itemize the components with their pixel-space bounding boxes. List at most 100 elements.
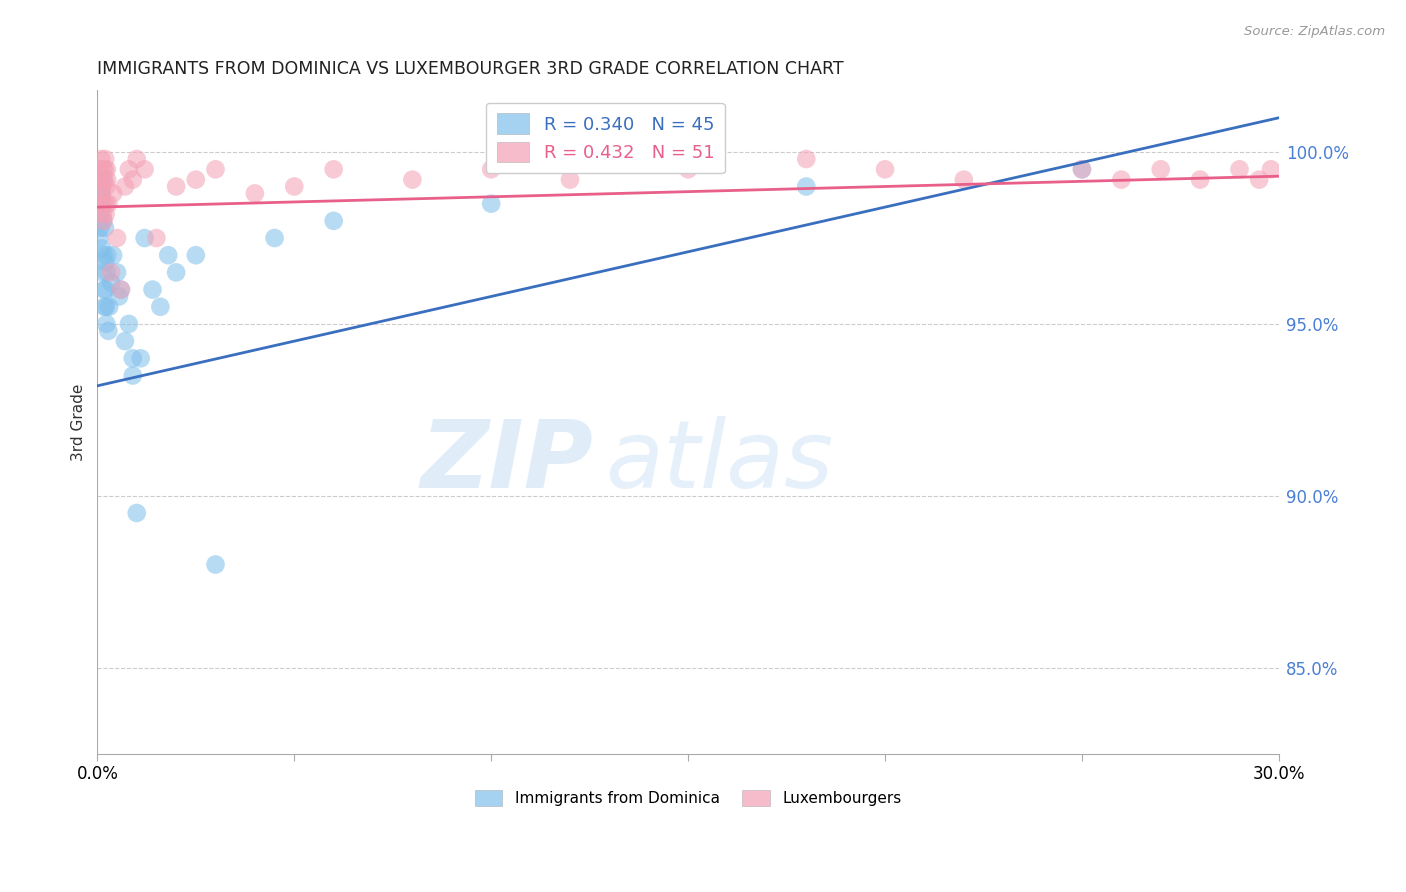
- Immigrants from Dominica: [91, 214, 114, 228]
- Immigrants from Dominica: [149, 300, 172, 314]
- Immigrants from Dominica: [94, 255, 117, 269]
- Immigrants from Dominica: [157, 248, 180, 262]
- Immigrants from Dominica: [184, 248, 207, 262]
- Immigrants from Dominica: [100, 276, 122, 290]
- Immigrants from Dominica: [121, 368, 143, 383]
- Luxembourgers: [90, 152, 112, 166]
- Immigrants from Dominica: [322, 214, 344, 228]
- Luxembourgers: [100, 265, 122, 279]
- Luxembourgers: [204, 162, 226, 177]
- Luxembourgers: [91, 196, 114, 211]
- Immigrants from Dominica: [91, 172, 114, 186]
- Immigrants from Dominica: [89, 231, 111, 245]
- Luxembourgers: [125, 152, 148, 166]
- Immigrants from Dominica: [93, 300, 115, 314]
- Text: IMMIGRANTS FROM DOMINICA VS LUXEMBOURGER 3RD GRADE CORRELATION CHART: IMMIGRANTS FROM DOMINICA VS LUXEMBOURGER…: [97, 60, 844, 78]
- Luxembourgers: [97, 196, 120, 211]
- Immigrants from Dominica: [110, 283, 132, 297]
- Luxembourgers: [479, 162, 502, 177]
- Luxembourgers: [322, 162, 344, 177]
- Luxembourgers: [1249, 172, 1271, 186]
- Luxembourgers: [114, 179, 136, 194]
- Immigrants from Dominica: [129, 351, 152, 366]
- Luxembourgers: [90, 172, 112, 186]
- Luxembourgers: [121, 172, 143, 186]
- Luxembourgers: [94, 152, 117, 166]
- Immigrants from Dominica: [93, 283, 115, 297]
- Luxembourgers: [96, 162, 118, 177]
- Immigrants from Dominica: [118, 317, 141, 331]
- Luxembourgers: [96, 172, 118, 186]
- Luxembourgers: [145, 231, 167, 245]
- Immigrants from Dominica: [89, 220, 111, 235]
- Luxembourgers: [94, 207, 117, 221]
- Legend: Immigrants from Dominica, Luxembourgers: Immigrants from Dominica, Luxembourgers: [468, 784, 907, 813]
- Luxembourgers: [96, 179, 118, 194]
- Immigrants from Dominica: [98, 300, 121, 314]
- Immigrants from Dominica: [479, 196, 502, 211]
- Immigrants from Dominica: [101, 248, 124, 262]
- Immigrants from Dominica: [114, 334, 136, 348]
- Immigrants from Dominica: [94, 300, 117, 314]
- Luxembourgers: [794, 152, 817, 166]
- Luxembourgers: [91, 179, 114, 194]
- Immigrants from Dominica: [89, 207, 111, 221]
- Immigrants from Dominica: [121, 351, 143, 366]
- Immigrants from Dominica: [794, 179, 817, 194]
- Luxembourgers: [89, 172, 111, 186]
- Immigrants from Dominica: [96, 248, 118, 262]
- Immigrants from Dominica: [263, 231, 285, 245]
- Immigrants from Dominica: [125, 506, 148, 520]
- Luxembourgers: [91, 162, 114, 177]
- Immigrants from Dominica: [204, 558, 226, 572]
- Text: ZIP: ZIP: [420, 416, 593, 508]
- Luxembourgers: [165, 179, 187, 194]
- Immigrants from Dominica: [134, 231, 156, 245]
- Luxembourgers: [89, 196, 111, 211]
- Luxembourgers: [105, 231, 128, 245]
- Luxembourgers: [94, 196, 117, 211]
- Luxembourgers: [676, 162, 699, 177]
- Luxembourgers: [873, 162, 896, 177]
- Immigrants from Dominica: [105, 265, 128, 279]
- Luxembourgers: [134, 162, 156, 177]
- Immigrants from Dominica: [96, 317, 118, 331]
- Luxembourgers: [952, 172, 974, 186]
- Luxembourgers: [558, 172, 581, 186]
- Luxembourgers: [1189, 172, 1212, 186]
- Luxembourgers: [110, 283, 132, 297]
- Luxembourgers: [1260, 162, 1282, 177]
- Luxembourgers: [90, 186, 112, 201]
- Luxembourgers: [94, 162, 117, 177]
- Immigrants from Dominica: [108, 289, 131, 303]
- Immigrants from Dominica: [97, 324, 120, 338]
- Luxembourgers: [101, 186, 124, 201]
- Immigrants from Dominica: [91, 241, 114, 255]
- Immigrants from Dominica: [94, 220, 117, 235]
- Luxembourgers: [89, 162, 111, 177]
- Immigrants from Dominica: [94, 283, 117, 297]
- Luxembourgers: [1071, 162, 1094, 177]
- Immigrants from Dominica: [1071, 162, 1094, 177]
- Immigrants from Dominica: [90, 179, 112, 194]
- Luxembourgers: [1111, 172, 1133, 186]
- Immigrants from Dominica: [90, 196, 112, 211]
- Immigrants from Dominica: [141, 283, 163, 297]
- Luxembourgers: [243, 186, 266, 201]
- Immigrants from Dominica: [165, 265, 187, 279]
- Immigrants from Dominica: [91, 265, 114, 279]
- Text: atlas: atlas: [606, 417, 834, 508]
- Immigrants from Dominica: [90, 186, 112, 201]
- Text: Source: ZipAtlas.com: Source: ZipAtlas.com: [1244, 25, 1385, 38]
- Immigrants from Dominica: [93, 248, 115, 262]
- Luxembourgers: [118, 162, 141, 177]
- Luxembourgers: [91, 207, 114, 221]
- Luxembourgers: [401, 172, 423, 186]
- Luxembourgers: [93, 214, 115, 228]
- Luxembourgers: [184, 172, 207, 186]
- Immigrants from Dominica: [96, 265, 118, 279]
- Luxembourgers: [93, 196, 115, 211]
- Luxembourgers: [1150, 162, 1173, 177]
- Luxembourgers: [1229, 162, 1251, 177]
- Luxembourgers: [283, 179, 305, 194]
